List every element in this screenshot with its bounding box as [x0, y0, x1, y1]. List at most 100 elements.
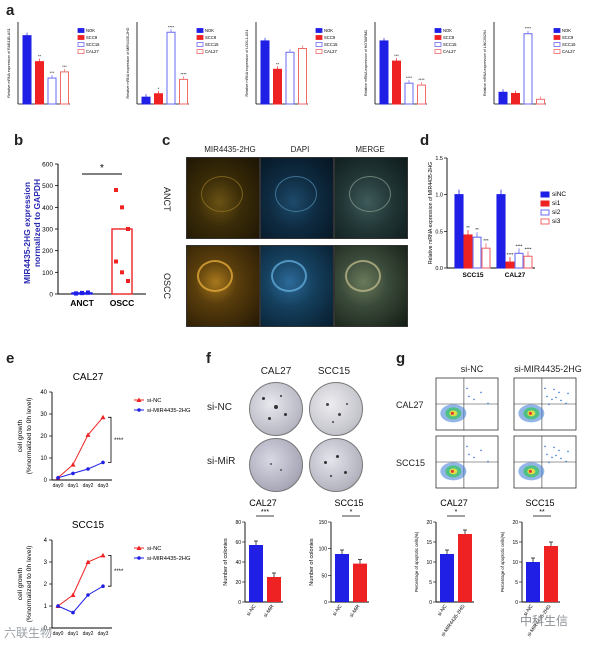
a-bar: [260, 40, 270, 105]
b-point: [80, 290, 84, 295]
a-legend-label: NOK: [324, 28, 333, 33]
g-title: SCC15: [525, 498, 554, 508]
a-bar: [511, 92, 520, 105]
a-sig: ****: [406, 75, 413, 80]
e-xtick-label: day3: [98, 483, 109, 489]
e-ytick-label: 0: [44, 626, 48, 632]
a-bar: [35, 61, 44, 105]
e-series-line: [57, 461, 104, 479]
e-ylabel-line2: (%normalized to 0h level): [26, 398, 33, 475]
a-legend-label: NOK: [562, 28, 571, 33]
e-sig-bracket: [108, 554, 112, 587]
flow-event: [565, 460, 567, 463]
b-ytick-label: 400: [42, 205, 53, 212]
watermark-left: 六联生物: [4, 626, 53, 640]
panel-a: Relative mRNA expression of RAB11B-AS1 **…: [0, 14, 595, 126]
a-bar: [392, 60, 401, 105]
dish-scc15-simir: [309, 438, 363, 492]
micro-anct-mir: [186, 157, 260, 239]
a-bar: [141, 96, 151, 105]
d-bar: [472, 236, 482, 269]
a-legend-label: SCC9: [86, 35, 98, 40]
flow-event: [555, 454, 557, 457]
panel-f: CAL27 SCC15 si-NC si-MiR CAL27 0 20 40 60 80 N…: [205, 362, 395, 642]
flow-event: [551, 398, 553, 401]
e-legend-marker: [136, 545, 142, 550]
f-ytick-label: 60: [235, 540, 241, 546]
e-point: [85, 559, 91, 564]
d-bar: [505, 261, 515, 269]
panel-label-c: c: [162, 132, 171, 149]
b-point: [114, 259, 118, 264]
a-legend-label: CAL27: [86, 49, 99, 54]
f-title: SCC15: [334, 498, 363, 508]
e-ylabel-line1: cell growth: [17, 568, 24, 601]
b-point: [120, 270, 124, 275]
f-bar: [353, 563, 367, 602]
flow-event: [468, 453, 470, 456]
b-ytick-label: 300: [42, 227, 53, 234]
panel-label-d: d: [420, 132, 430, 149]
f-ylabel: Number of colonies: [309, 538, 315, 586]
f-col-scc15: SCC15: [317, 366, 351, 377]
d-bar: [523, 255, 533, 269]
a-legend-label: SCC15: [86, 42, 100, 47]
e-xtick-label: day3: [98, 631, 109, 637]
g-xtick-label: si-NC: [437, 603, 449, 617]
g-ylabel: Percentage of apoptotic cells(%): [414, 531, 419, 592]
a-ylabel: Relative mRNA expression of HOTAIRM1: [364, 30, 368, 96]
col-label-mir: MIR4435-2HG: [204, 145, 256, 154]
e-point: [100, 414, 106, 420]
g-ytick-label: 10: [426, 560, 432, 566]
flow-event: [473, 398, 475, 401]
e-sig-bracket: [108, 416, 112, 463]
a-sig: ***: [50, 70, 55, 75]
micro-oscc-dapi: [260, 245, 334, 327]
e-legend-marker: [137, 408, 141, 412]
a-sig: ****: [525, 26, 532, 31]
g-row-cal27: CAL27: [396, 400, 424, 410]
e-ytick-label: 4: [44, 538, 48, 544]
panel-label-g: g: [396, 350, 406, 367]
b-point: [74, 291, 78, 296]
a-bar: [179, 78, 188, 105]
a-bar: [47, 77, 57, 105]
e-xtick-label: day0: [53, 483, 64, 489]
a-legend-swatch: [77, 35, 85, 40]
d-ytick-label: 1.0: [435, 193, 443, 199]
d-sig: **: [466, 225, 470, 230]
a-sig: **: [276, 61, 280, 66]
panel-f-bars: CAL27 0 20 40 60 80 Number of colonies si-NC si-…: [223, 498, 369, 619]
e-xtick-label: day1: [68, 631, 79, 637]
g-bar: [458, 534, 472, 602]
d-sig: ****: [506, 252, 513, 257]
d-bar: [514, 252, 524, 269]
a-legend-label: CAL27: [443, 49, 456, 54]
e-point: [101, 460, 105, 465]
e-ytick-label: 30: [40, 412, 47, 418]
a-legend-label: CAL27: [562, 49, 575, 54]
a-bar: [166, 31, 176, 105]
g-bar: [526, 562, 540, 602]
flow-event: [544, 445, 546, 448]
a-bar: [498, 91, 508, 105]
a-legend-label: SCC15: [324, 42, 338, 47]
e-title: SCC15: [72, 520, 105, 531]
g-ytick-label: 15: [512, 540, 518, 546]
a-legend-swatch: [553, 28, 561, 33]
e-point: [56, 604, 60, 608]
e-ylabel-line2: (%normalized to 0h level): [26, 546, 33, 623]
a-bar: [60, 71, 69, 105]
a-legend-swatch: [196, 42, 204, 47]
panel-label-a: a: [6, 2, 15, 19]
e-point: [71, 471, 75, 476]
e-legend-marker: [136, 397, 142, 402]
a-ylabel: Relative mRNA expression of LINC00294: [483, 30, 487, 96]
flow-event: [567, 450, 569, 453]
g-ylabel: Percentage of apoptotic cells(%): [500, 531, 505, 592]
f-ytick-label: 0: [324, 600, 327, 606]
e-point: [70, 462, 76, 467]
g-ytick-label: 10: [512, 560, 518, 566]
a-legend-swatch: [196, 28, 204, 33]
a-legend-label: SCC9: [205, 35, 217, 40]
